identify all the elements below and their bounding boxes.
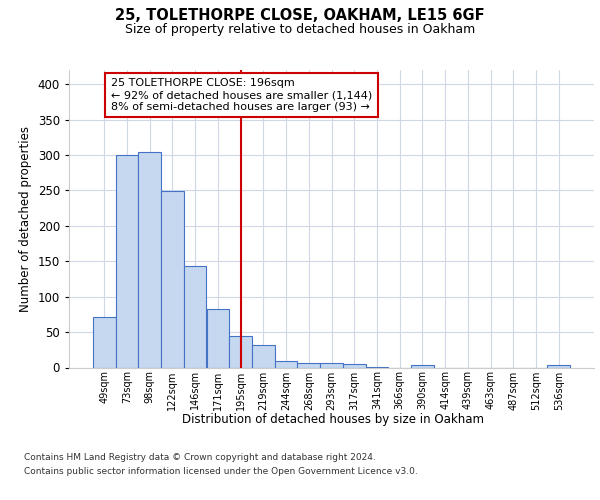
Text: Distribution of detached houses by size in Oakham: Distribution of detached houses by size … (182, 412, 484, 426)
Bar (365, 367, 388, 368)
Bar (298, 363, 320, 368)
Text: 25, TOLETHORPE CLOSE, OAKHAM, LE15 6GF: 25, TOLETHORPE CLOSE, OAKHAM, LE15 6GF (115, 8, 485, 22)
Y-axis label: Number of detached properties: Number of detached properties (19, 126, 32, 312)
Bar (252, 345, 275, 368)
Bar (547, 366, 570, 368)
Bar (343, 364, 365, 368)
Text: Contains HM Land Registry data © Crown copyright and database right 2024.: Contains HM Land Registry data © Crown c… (24, 454, 376, 462)
Text: Size of property relative to detached houses in Oakham: Size of property relative to detached ho… (125, 22, 475, 36)
Bar (161, 191, 184, 368)
Bar (116, 155, 139, 368)
Bar (320, 363, 343, 368)
Bar (206, 308, 229, 368)
Bar (275, 361, 298, 368)
Text: 25 TOLETHORPE CLOSE: 196sqm
← 92% of detached houses are smaller (1,144)
8% of s: 25 TOLETHORPE CLOSE: 196sqm ← 92% of det… (111, 78, 372, 112)
Text: Contains public sector information licensed under the Open Government Licence v3: Contains public sector information licen… (24, 467, 418, 476)
Bar (184, 266, 206, 368)
Bar (93, 316, 116, 368)
Bar (229, 336, 252, 368)
Bar (139, 152, 161, 368)
Bar (411, 364, 434, 368)
